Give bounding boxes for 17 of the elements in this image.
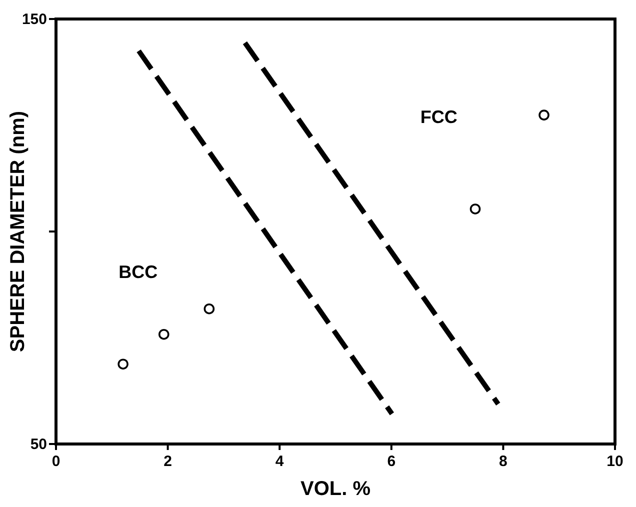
x-tick-label: 4 [275, 453, 284, 470]
point [470, 204, 481, 214]
x-axis-title: VOL. % [300, 478, 371, 500]
x-tick-label: 2 [164, 453, 172, 470]
x-tick-label: 0 [52, 453, 60, 470]
y-axis-title: SPHERE DIAMETER (nm) [7, 110, 29, 352]
y-tick-label: 150 [22, 11, 47, 28]
y-tick-label: 50 [30, 436, 47, 453]
point [204, 303, 215, 314]
point [538, 110, 550, 120]
x-tick-label: 10 [606, 453, 624, 470]
point [118, 358, 128, 370]
x-tick-label: 6 [387, 453, 396, 470]
x-tick-label: 8 [499, 453, 508, 470]
annotation: FCC [420, 107, 458, 128]
point [158, 328, 170, 340]
annotation: BCC [118, 262, 158, 282]
